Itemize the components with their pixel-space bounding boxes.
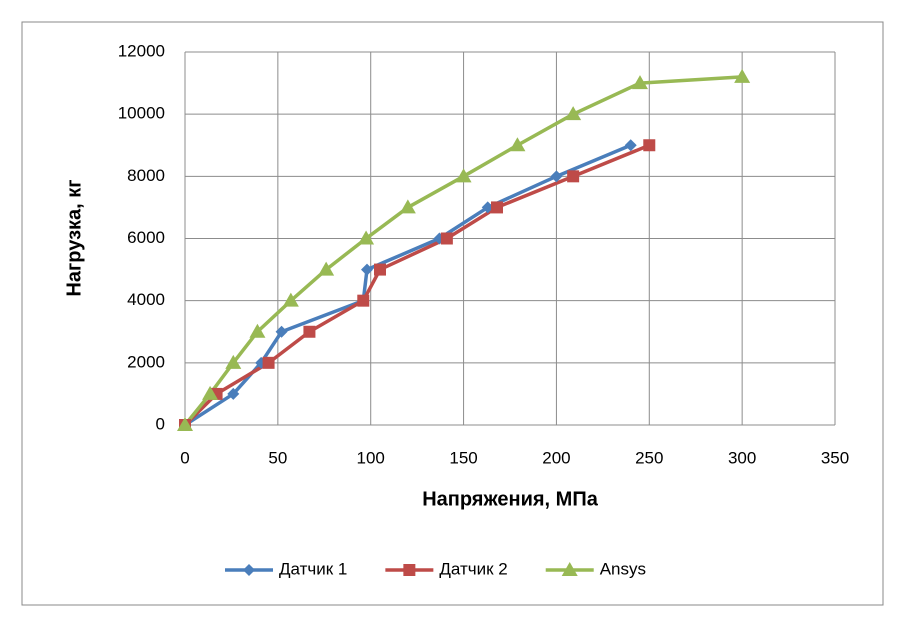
marker bbox=[550, 170, 563, 183]
marker bbox=[643, 139, 656, 152]
y-tick-label: 0 bbox=[156, 414, 165, 433]
marker bbox=[262, 356, 275, 369]
y-axis-title: Нагрузка, кг bbox=[63, 179, 85, 296]
marker bbox=[318, 261, 335, 276]
marker bbox=[358, 230, 375, 245]
x-tick-label: 350 bbox=[821, 448, 849, 467]
marker bbox=[249, 323, 266, 338]
marker bbox=[282, 292, 299, 307]
marker bbox=[177, 417, 193, 431]
legend-label: Датчик 2 bbox=[439, 559, 507, 578]
marker bbox=[225, 354, 242, 369]
x-tick-label: 250 bbox=[635, 448, 663, 467]
x-tick-label: 200 bbox=[542, 448, 570, 467]
legend-label: Датчик 1 bbox=[279, 559, 347, 578]
y-tick-label: 2000 bbox=[127, 352, 165, 371]
y-tick-label: 6000 bbox=[127, 228, 165, 247]
marker bbox=[357, 294, 370, 307]
marker bbox=[227, 387, 240, 400]
marker bbox=[440, 232, 453, 245]
x-tick-label: 300 bbox=[728, 448, 756, 467]
marker bbox=[509, 137, 526, 152]
marker bbox=[565, 106, 582, 121]
marker bbox=[491, 201, 503, 214]
series-line bbox=[183, 143, 650, 427]
y-tick-label: 12000 bbox=[118, 41, 165, 60]
marker bbox=[243, 564, 255, 576]
marker bbox=[561, 562, 578, 576]
x-tick-label: 0 bbox=[180, 448, 189, 467]
y-tick-label: 4000 bbox=[127, 290, 165, 309]
marker bbox=[624, 139, 637, 152]
marker bbox=[399, 199, 416, 214]
marker bbox=[632, 75, 648, 90]
x-axis-title: Напряжения, МПа bbox=[422, 488, 599, 510]
marker bbox=[481, 201, 494, 214]
marker bbox=[734, 68, 751, 83]
marker bbox=[403, 564, 416, 576]
marker bbox=[275, 325, 288, 338]
x-tick-label: 100 bbox=[357, 448, 385, 467]
marker bbox=[361, 263, 373, 276]
marker bbox=[455, 168, 472, 183]
marker bbox=[303, 325, 316, 338]
x-tick-label: 50 bbox=[268, 448, 287, 467]
series-line bbox=[184, 143, 632, 427]
x-tick-label: 150 bbox=[449, 448, 477, 467]
y-tick-label: 8000 bbox=[127, 166, 165, 185]
y-tick-label: 10000 bbox=[118, 104, 165, 123]
marker bbox=[202, 385, 219, 400]
legend-label: Ansys bbox=[600, 559, 646, 578]
marker bbox=[374, 263, 386, 276]
marker bbox=[567, 170, 580, 183]
chart-frame bbox=[21, 21, 884, 606]
